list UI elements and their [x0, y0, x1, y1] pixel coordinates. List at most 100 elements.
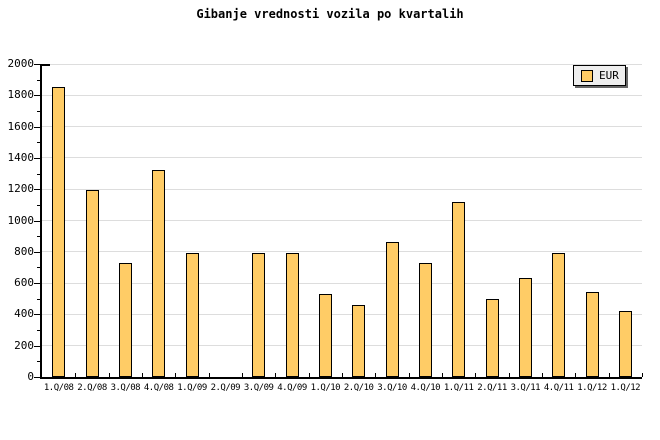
bar	[185, 253, 199, 377]
x-boundary-tick	[375, 373, 377, 377]
x-boundary-tick	[175, 373, 177, 377]
y-major-tick	[34, 314, 40, 316]
x-tick-label: 4.Q/09	[277, 383, 307, 393]
y-minor-tick	[37, 142, 40, 144]
x-tick-label: 2.Q/09	[210, 383, 241, 393]
x-axis	[40, 377, 642, 379]
y-minor-tick	[37, 79, 40, 81]
bar	[485, 298, 499, 377]
legend: EUR	[573, 65, 626, 86]
y-minor-tick	[37, 173, 40, 175]
y-tick-label: 400	[14, 307, 34, 321]
x-boundary-tick	[108, 373, 110, 377]
y-axis-top-cap	[40, 64, 50, 66]
y-major-tick	[34, 126, 40, 128]
y-major-tick	[34, 283, 40, 285]
x-boundary-tick	[142, 373, 143, 377]
x-tick-label: 4.Q/08	[143, 383, 174, 393]
bar	[452, 201, 466, 377]
legend-series-label: EUR	[599, 69, 619, 82]
x-tick-label: 2.Q/10	[343, 383, 374, 393]
y-minor-tick	[37, 236, 40, 238]
y-minor-tick	[37, 330, 40, 332]
x-tick-label: 1.Q/08	[43, 383, 74, 393]
bar	[418, 262, 432, 377]
x-tick-label: 1.Q/09	[177, 383, 207, 393]
y-tick-label: 1800	[7, 88, 35, 102]
bar	[552, 253, 566, 377]
x-boundary-tick	[608, 373, 610, 377]
y-tick-label: 800	[14, 244, 34, 258]
x-tick-label: 1.Q/12	[577, 383, 607, 393]
bar	[285, 253, 299, 377]
x-boundary-tick	[342, 373, 343, 377]
legend-swatch-icon	[581, 69, 593, 82]
y-tick-label: 2000	[7, 57, 35, 70]
y-minor-tick	[37, 267, 40, 269]
x-boundary-tick	[208, 373, 210, 377]
x-boundary-tick	[275, 373, 277, 377]
gridline	[42, 345, 642, 347]
x-tick-label: 1.Q/10	[310, 383, 341, 393]
bar	[52, 87, 66, 377]
gridline	[42, 94, 642, 96]
x-tick-label: 3.Q/11	[510, 383, 541, 393]
x-boundary-tick	[475, 373, 477, 377]
x-boundary-tick	[75, 373, 77, 377]
bar	[352, 305, 366, 377]
x-tick-label: 3.Q/10	[377, 383, 407, 393]
bar	[585, 291, 599, 377]
x-tick-label: 3.Q/09	[243, 383, 274, 393]
bar	[618, 311, 632, 377]
x-tick-label: 1.Q/12	[610, 383, 641, 393]
bar	[118, 262, 132, 377]
gridline	[42, 282, 642, 284]
x-boundary-tick	[308, 373, 310, 377]
chart-title: Gibanje vrednosti vozila po kvartalih	[196, 7, 464, 21]
x-boundary-tick	[408, 373, 410, 377]
gridline	[42, 63, 642, 65]
y-tick-label: 1600	[7, 119, 35, 133]
gridline	[42, 157, 642, 159]
x-tick-label: 2.Q/11	[477, 383, 507, 393]
x-tick-label: 4.Q/10	[410, 383, 441, 393]
bar	[318, 294, 332, 377]
y-major-tick	[34, 251, 40, 253]
y-minor-tick	[37, 204, 40, 206]
bar	[385, 242, 399, 377]
y-major-tick	[34, 95, 40, 97]
y-major-tick	[34, 345, 40, 347]
y-tick-label: 1200	[7, 182, 35, 196]
bar	[152, 170, 166, 377]
x-tick-label: 3.Q/08	[110, 383, 141, 393]
y-minor-tick	[37, 110, 40, 112]
y-major-tick	[34, 220, 40, 222]
x-boundary-tick	[242, 373, 243, 377]
x-boundary-tick	[542, 373, 543, 377]
gridline	[42, 313, 642, 315]
y-major-tick	[34, 64, 40, 65]
x-tick-label: 1.Q/11	[443, 383, 474, 393]
y-axis	[40, 64, 42, 379]
bar	[518, 278, 532, 377]
gridline	[42, 126, 642, 128]
x-tick-label: 4.Q/11	[543, 383, 574, 393]
y-major-tick	[34, 377, 40, 378]
y-major-tick	[34, 157, 40, 159]
x-boundary-tick	[575, 373, 577, 377]
bar	[85, 189, 99, 377]
y-tick-label: 600	[14, 276, 34, 290]
y-minor-tick	[37, 361, 40, 363]
y-tick-label: 0	[27, 370, 34, 383]
y-minor-tick	[37, 298, 40, 300]
x-tick-label: 2.Q/08	[77, 383, 107, 393]
bar	[252, 253, 266, 377]
gridline	[42, 188, 642, 190]
x-boundary-tick	[442, 373, 443, 377]
plot-area	[42, 63, 642, 377]
y-tick-label: 1000	[7, 213, 35, 227]
gridline	[42, 220, 642, 221]
y-tick-label: 1400	[7, 150, 35, 164]
y-tick-label: 200	[14, 338, 34, 352]
